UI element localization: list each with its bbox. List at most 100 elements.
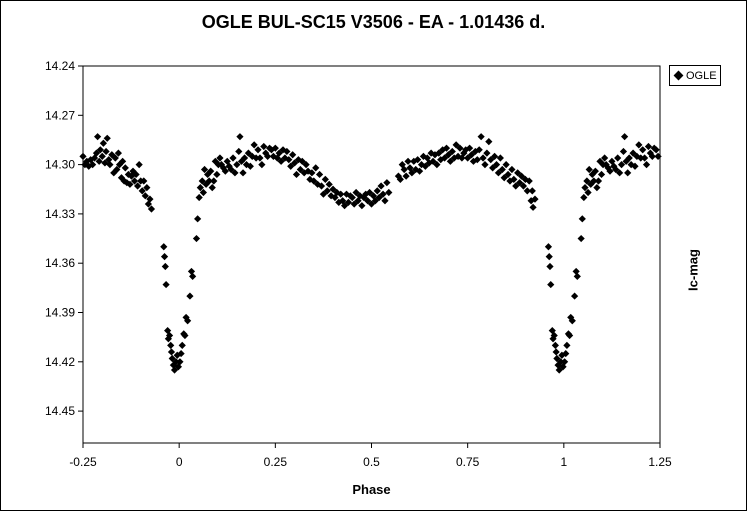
x-axis-label: Phase [352, 482, 391, 497]
data-point [236, 133, 244, 141]
data-point [325, 180, 333, 188]
data-point [591, 167, 599, 175]
data-point [544, 243, 553, 251]
data-point [621, 133, 629, 141]
data-point [312, 164, 320, 172]
data-point [558, 351, 566, 359]
data-point [557, 358, 565, 366]
y-tick-label: 14.36 [45, 256, 75, 270]
data-point [189, 272, 197, 280]
data-point [473, 156, 481, 164]
data-point [597, 170, 606, 179]
data-point [231, 169, 239, 177]
data-point [207, 167, 215, 175]
data-point [168, 354, 176, 363]
data-point [625, 154, 633, 162]
data-point [373, 187, 381, 195]
y-tick-label: 14.24 [45, 59, 75, 73]
x-tick-label: 0 [176, 455, 183, 469]
data-point [433, 161, 441, 169]
data-point [404, 157, 412, 165]
data-point [114, 149, 122, 157]
data-point [174, 363, 182, 371]
data-point [216, 154, 224, 162]
data-point [546, 262, 554, 271]
data-point [377, 182, 385, 190]
legend-diamond-icon [673, 70, 684, 81]
data-point [354, 197, 362, 205]
data-point [176, 358, 184, 366]
data-point [210, 177, 218, 185]
data-point [302, 161, 310, 169]
data-point [521, 175, 529, 183]
data-point [339, 197, 347, 205]
data-point [321, 175, 329, 183]
data-point [146, 195, 154, 203]
data-point [119, 157, 127, 165]
x-tick-label: 1 [560, 455, 567, 469]
data-point [239, 169, 247, 177]
y-axis: 14.24 14.27 14.30 14.33 14.36 14.39 14.42 14.45 [45, 59, 83, 418]
data-point [635, 141, 643, 149]
y-tick-label: 14.42 [45, 355, 75, 369]
data-point [601, 154, 609, 162]
data-point [89, 161, 97, 169]
data-point [624, 169, 632, 177]
data-point [492, 161, 501, 169]
data-point [356, 192, 364, 200]
data-point [147, 205, 156, 213]
data-point [379, 190, 387, 198]
x-tick-label: 1.25 [648, 455, 672, 469]
data-point [287, 162, 295, 170]
data-point [260, 142, 268, 151]
data-point [292, 170, 301, 179]
legend: OGLE [669, 65, 721, 86]
data-point [566, 331, 574, 340]
data-point [412, 165, 420, 174]
data-point [323, 187, 331, 195]
data-point [531, 195, 539, 203]
data-point [196, 184, 204, 192]
data-point [417, 161, 426, 169]
data-point [267, 146, 276, 154]
data-point [289, 151, 297, 159]
data-point [340, 202, 349, 210]
data-point [310, 177, 318, 185]
data-point [590, 177, 598, 185]
data-point [467, 151, 476, 159]
data-point [477, 133, 485, 141]
data-point [111, 154, 119, 162]
data-point [629, 149, 637, 157]
x-tick-label: 0.75 [456, 455, 480, 469]
data-point [115, 161, 124, 169]
data-point [285, 156, 293, 164]
data-point [571, 292, 579, 300]
data-point [523, 187, 531, 195]
data-point [568, 317, 576, 325]
data-point [471, 147, 479, 156]
data-point [561, 358, 569, 366]
data-point [485, 137, 493, 146]
data-point [585, 165, 593, 174]
data-point [348, 193, 356, 202]
data-point [327, 192, 335, 200]
data-point [442, 144, 451, 152]
data-point [235, 147, 243, 156]
data-point [271, 144, 279, 152]
data-point [572, 267, 580, 276]
data-point [498, 165, 506, 174]
data-point [342, 190, 351, 198]
data-point [94, 133, 102, 141]
data-point [641, 154, 649, 162]
data-point [132, 170, 140, 179]
data-point [465, 144, 474, 152]
data-point [181, 331, 189, 340]
data-point [205, 177, 213, 185]
data-point [134, 182, 142, 190]
data-point [551, 341, 559, 349]
data-point [138, 187, 146, 195]
data-point [184, 317, 192, 325]
data-point [130, 177, 139, 185]
data-point [160, 253, 169, 261]
data-point [490, 152, 499, 160]
